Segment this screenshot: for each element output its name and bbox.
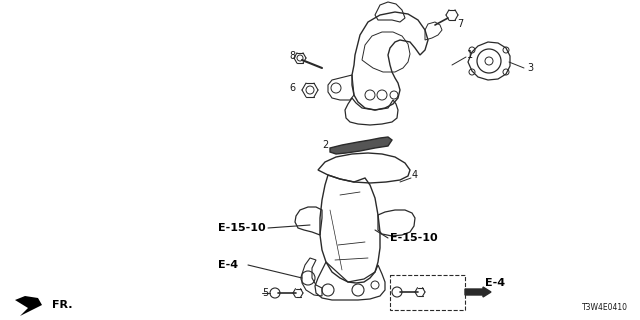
Text: E-15-10: E-15-10 — [218, 223, 266, 233]
Text: 3: 3 — [527, 63, 533, 73]
Polygon shape — [330, 137, 392, 154]
Text: 5: 5 — [262, 288, 268, 298]
Text: E-4: E-4 — [218, 260, 238, 270]
Text: 7: 7 — [457, 19, 463, 29]
Text: 2: 2 — [322, 140, 328, 150]
Text: FR.: FR. — [52, 300, 72, 310]
FancyBboxPatch shape — [390, 275, 465, 310]
Text: E-4: E-4 — [485, 278, 505, 288]
Text: T3W4E0410: T3W4E0410 — [582, 303, 628, 312]
Text: 8: 8 — [289, 51, 295, 61]
Polygon shape — [15, 296, 42, 316]
Text: 6: 6 — [289, 83, 295, 93]
Text: E-15-10: E-15-10 — [390, 233, 438, 243]
FancyArrow shape — [465, 287, 491, 297]
Text: 1: 1 — [467, 50, 473, 60]
Text: 4: 4 — [412, 170, 418, 180]
